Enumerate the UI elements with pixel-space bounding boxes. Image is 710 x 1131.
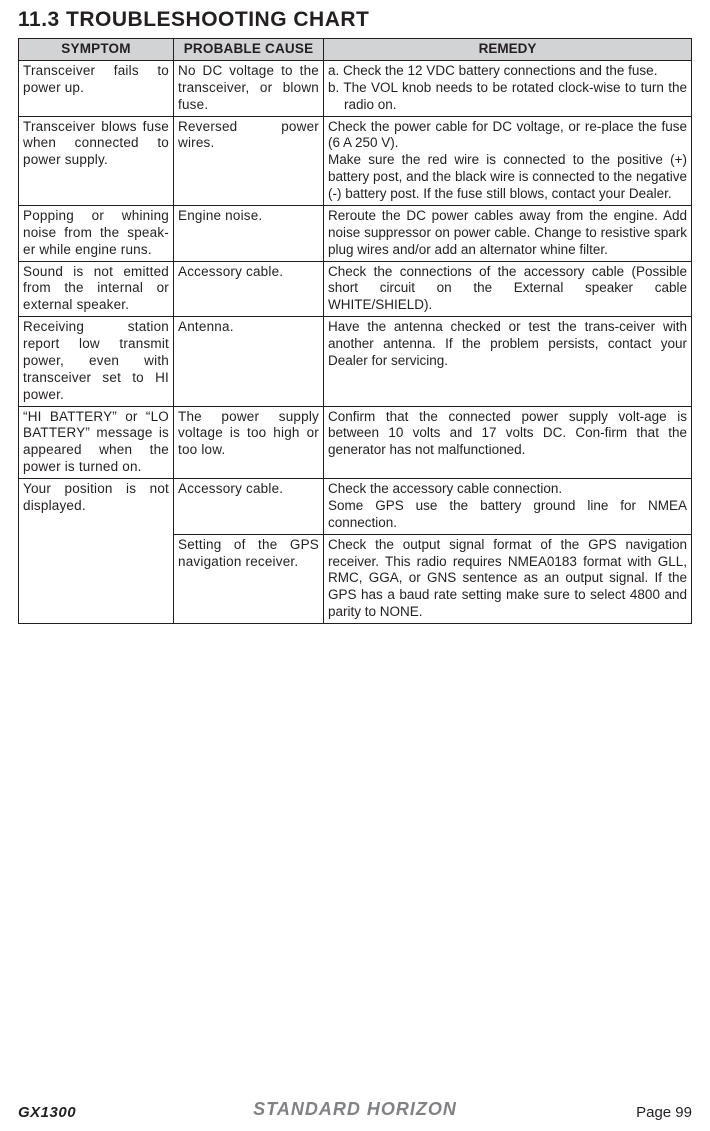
brand-text: STANDARD HORIZON (253, 1099, 457, 1119)
cell-remedy: a. Check the 12 VDC battery connections … (324, 60, 692, 116)
troubleshooting-table: SYMPTOM PROBABLE CAUSE REMEDY Transceive… (18, 38, 692, 624)
section-title: 11.3 TROUBLESHOOTING CHART (18, 8, 692, 32)
header-cause: PROBABLE CAUSE (174, 39, 324, 61)
table-row: “HI BATTERY” or “LO BATTERY” message is … (19, 406, 692, 479)
brand-logo: STANDARD HORIZON (225, 1097, 485, 1121)
cell-remedy: Check the accessory cable connection.Som… (324, 479, 692, 535)
cell-symptom: Your position is not displayed. (19, 479, 174, 624)
cell-symptom: “HI BATTERY” or “LO BATTERY” message is … (19, 406, 174, 479)
cell-remedy: Check the connections of the accessory c… (324, 261, 692, 317)
cell-symptom: Popping or whining noise from the speak-… (19, 205, 174, 261)
table-row: Receiving station report low transmit po… (19, 317, 692, 406)
page-number: Page 99 (636, 1104, 692, 1121)
cell-cause: Accessory cable. (174, 479, 324, 535)
cell-cause: Reversed power wires. (174, 116, 324, 205)
cell-cause: The power supply voltage is too high or … (174, 406, 324, 479)
remedy-item: b. The VOL knob needs to be rotated cloc… (328, 80, 687, 114)
cell-remedy: Check the output signal format of the GP… (324, 534, 692, 623)
cell-cause: Setting of the GPS navigation receiver. (174, 534, 324, 623)
page-footer: GX1300 STANDARD HORIZON Page 99 (0, 1104, 710, 1121)
cell-remedy: Have the antenna checked or test the tra… (324, 317, 692, 406)
cell-symptom: Transceiver fails to power up. (19, 60, 174, 116)
table-row: Transceiver blows fuse when connected to… (19, 116, 692, 205)
table-row: Sound is not emitted from the internal o… (19, 261, 692, 317)
cell-remedy: Check the power cable for DC voltage, or… (324, 116, 692, 205)
cell-remedy: Confirm that the connected power supply … (324, 406, 692, 479)
cell-cause: Antenna. (174, 317, 324, 406)
table-body: Transceiver fails to power up. No DC vol… (19, 60, 692, 623)
remedy-item: a. Check the 12 VDC battery connections … (328, 63, 687, 80)
header-symptom: SYMPTOM (19, 39, 174, 61)
cell-cause: Engine noise. (174, 205, 324, 261)
header-remedy: REMEDY (324, 39, 692, 61)
model-number: GX1300 (18, 1104, 76, 1121)
cell-symptom: Receiving station report low transmit po… (19, 317, 174, 406)
table-row: Transceiver fails to power up. No DC vol… (19, 60, 692, 116)
table-row: Your position is not displayed. Accessor… (19, 479, 692, 535)
table-row: Popping or whining noise from the speak-… (19, 205, 692, 261)
cell-symptom: Transceiver blows fuse when connected to… (19, 116, 174, 205)
cell-cause: No DC voltage to the transceiver, or blo… (174, 60, 324, 116)
cell-cause: Accessory cable. (174, 261, 324, 317)
cell-remedy: Reroute the DC power cables away from th… (324, 205, 692, 261)
cell-symptom: Sound is not emitted from the internal o… (19, 261, 174, 317)
